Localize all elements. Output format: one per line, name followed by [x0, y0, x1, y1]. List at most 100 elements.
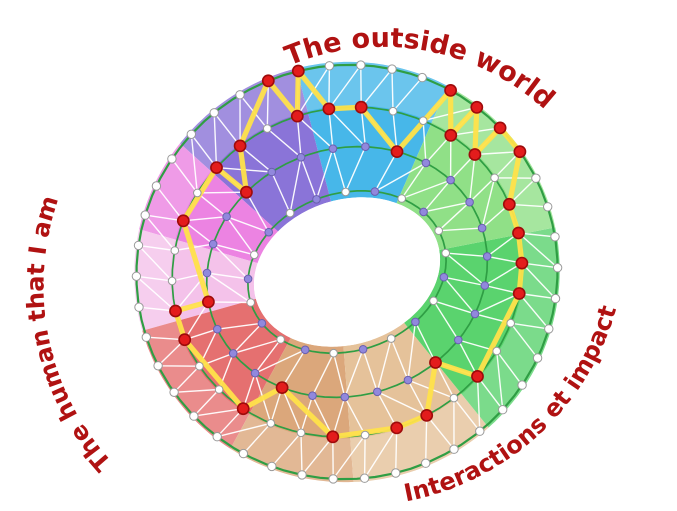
red-node	[275, 381, 289, 394]
mesh-node	[387, 64, 397, 74]
mesh-node	[441, 248, 451, 258]
mesh-node	[550, 293, 561, 304]
mesh-node	[151, 181, 162, 191]
sector-sky-blue	[296, 61, 448, 204]
mesh-node	[429, 296, 438, 306]
mesh-node	[477, 223, 487, 233]
mesh-node	[235, 90, 245, 100]
mesh-node	[308, 391, 317, 401]
red-node	[493, 121, 507, 135]
mesh-node	[263, 124, 272, 133]
mesh-node	[454, 335, 463, 345]
mesh-node	[167, 276, 177, 286]
mesh-node	[386, 334, 396, 343]
mesh-node	[324, 61, 335, 71]
red-node	[512, 226, 525, 240]
mesh-node	[475, 426, 485, 436]
red-node	[290, 109, 304, 123]
red-node	[322, 102, 336, 116]
mesh-node	[446, 175, 455, 185]
sector-magenta	[139, 143, 278, 264]
mesh-node	[222, 212, 231, 221]
mesh-node	[329, 348, 338, 358]
red-node	[390, 421, 404, 435]
mesh-node	[208, 239, 218, 249]
mesh-node	[285, 208, 295, 218]
mesh-node	[312, 195, 321, 204]
mesh-node	[250, 250, 259, 260]
mesh-node	[257, 319, 267, 328]
mesh-node	[434, 226, 444, 235]
mesh-node	[276, 335, 285, 344]
mesh-node	[169, 387, 179, 397]
mesh-node	[133, 240, 144, 251]
red-node	[176, 214, 190, 228]
mesh-node	[421, 158, 431, 168]
mesh-node	[411, 317, 420, 327]
mesh-node	[189, 411, 199, 421]
mesh-node	[238, 448, 249, 459]
mesh-node	[439, 272, 449, 282]
mesh-node	[341, 187, 350, 197]
mesh-node	[480, 281, 490, 290]
red-node	[210, 161, 223, 174]
red-node	[261, 74, 275, 88]
mesh-node	[482, 252, 492, 261]
mesh-node	[421, 458, 431, 468]
red-node	[468, 148, 482, 161]
green-ring-2	[205, 145, 489, 399]
mesh-node	[214, 385, 224, 394]
mesh-node	[195, 361, 204, 371]
red-node	[236, 402, 250, 416]
mesh-node	[492, 346, 502, 356]
mesh-node	[543, 202, 553, 212]
mesh-node	[328, 144, 338, 153]
red-node	[470, 100, 484, 114]
mesh-node	[418, 116, 428, 125]
mesh-node	[417, 72, 427, 83]
mesh-node	[360, 430, 370, 440]
red-node	[291, 64, 305, 78]
mesh-node	[213, 324, 222, 334]
mesh-node	[170, 246, 180, 255]
mesh-node	[141, 332, 152, 342]
red-node	[502, 197, 516, 211]
mesh-node	[358, 345, 368, 354]
mesh-node	[449, 444, 459, 454]
mesh-node	[388, 106, 398, 116]
mesh-node	[246, 298, 255, 307]
mesh-node	[186, 129, 197, 140]
mesh-node	[228, 349, 238, 358]
mesh-node	[373, 387, 382, 397]
red-node	[429, 356, 442, 369]
mesh-node	[532, 353, 543, 363]
sector-light-pink	[134, 229, 258, 331]
mesh-node	[391, 468, 401, 478]
mesh-node	[370, 187, 380, 196]
red-node	[201, 295, 215, 309]
mesh-node	[531, 173, 541, 183]
mesh-node	[300, 345, 310, 355]
mesh-node	[361, 142, 370, 151]
mesh-node	[202, 268, 212, 278]
mesh-node	[140, 210, 150, 220]
red-node	[390, 145, 404, 158]
mesh-node	[552, 263, 563, 273]
mesh-node	[267, 167, 277, 177]
mesh-node	[296, 428, 306, 438]
mesh-node	[264, 227, 274, 237]
mesh-node	[506, 318, 516, 328]
mesh-node	[212, 432, 222, 442]
mesh-node	[250, 368, 260, 378]
mesh-node	[517, 380, 527, 390]
mesh-node	[544, 324, 554, 334]
red-node	[178, 333, 192, 347]
mesh-node	[153, 361, 163, 371]
mesh-node	[419, 207, 428, 217]
mesh-node	[134, 302, 144, 312]
sector-light-tan	[343, 322, 489, 482]
mesh-node	[267, 461, 277, 472]
label-human-that-i-am: The human that I am	[21, 192, 116, 476]
mesh-node	[297, 470, 307, 480]
